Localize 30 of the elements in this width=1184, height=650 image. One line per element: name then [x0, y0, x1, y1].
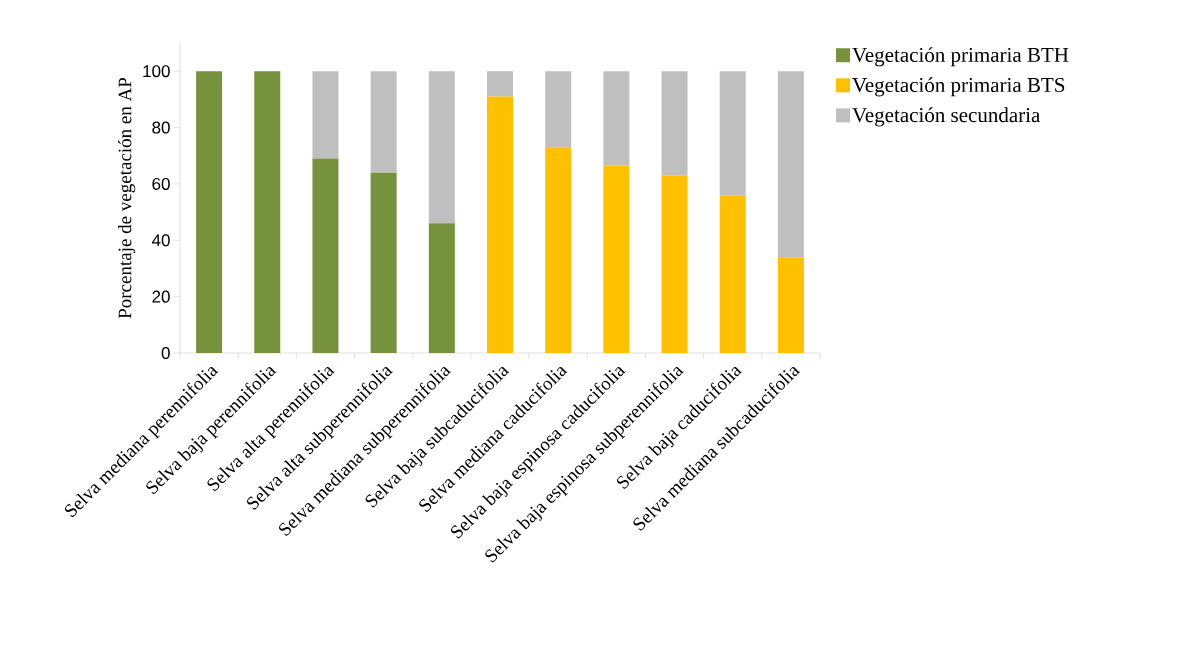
bar [603, 71, 630, 166]
y-tick-label: 60 [152, 177, 170, 190]
y-tick-label: 100 [143, 65, 170, 78]
bar [545, 147, 572, 353]
bar [312, 158, 339, 353]
y-tick-label: 0 [161, 346, 170, 360]
bar [487, 96, 513, 353]
bar [545, 71, 572, 148]
bar [661, 175, 688, 353]
bar [370, 71, 397, 173]
bar [428, 223, 455, 353]
y-tick-label: 80 [152, 121, 170, 134]
bar [777, 71, 804, 258]
bar [370, 172, 397, 353]
legend-label: Vegetación primaria BTH [852, 47, 1069, 67]
legend-label: Vegetación primaria BTS [852, 77, 1065, 97]
bar [603, 165, 630, 353]
legend-label: Vegetación secundaria [852, 107, 1041, 127]
bar [487, 71, 513, 97]
bar [196, 71, 223, 353]
bar [661, 71, 688, 176]
bar [254, 71, 281, 353]
bar [719, 71, 746, 196]
y-axis-title: Porcentaje de vegetación en AP [117, 77, 136, 319]
bar [719, 195, 746, 353]
bar [312, 71, 339, 159]
bar [777, 257, 804, 353]
bar [428, 71, 455, 224]
y-tick-label: 20 [152, 290, 170, 303]
y-tick-label: 40 [151, 234, 170, 247]
